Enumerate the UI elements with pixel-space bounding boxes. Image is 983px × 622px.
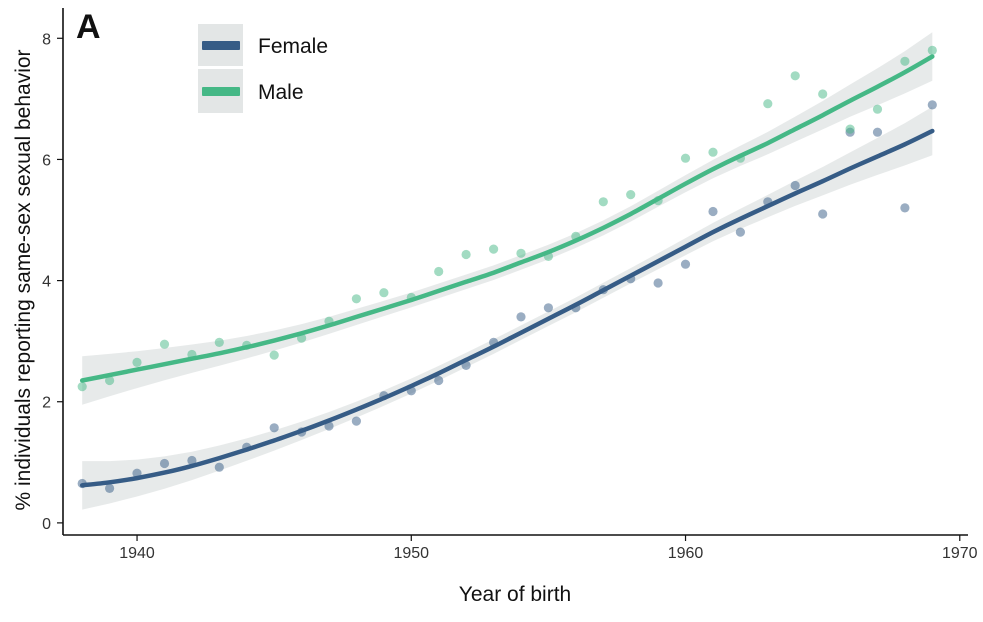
data-point-female <box>214 462 224 472</box>
data-points <box>77 45 937 493</box>
legend: Female Male <box>198 24 328 113</box>
legend-swatch-female <box>202 41 240 50</box>
legend-label-male: Male <box>258 81 304 104</box>
data-point-female <box>927 100 937 110</box>
data-point-female <box>680 259 691 269</box>
data-point-male <box>159 339 170 349</box>
data-point-female <box>105 483 115 493</box>
x-tick-label: 1940 <box>119 545 155 562</box>
fit-line-female <box>79 128 935 488</box>
data-point-male <box>434 266 444 277</box>
x-axis-title: Year of birth <box>459 583 571 606</box>
data-point-male <box>818 89 828 99</box>
data-point-male <box>379 288 389 298</box>
x-tick-label: 1960 <box>668 545 704 562</box>
data-point-female <box>516 312 526 322</box>
data-point-male <box>763 99 773 109</box>
data-point-female <box>187 455 197 466</box>
data-point-male <box>708 147 718 157</box>
data-point-male <box>598 197 608 207</box>
x-tick-label: 1970 <box>942 545 978 562</box>
data-point-female <box>269 423 279 433</box>
x-axis-ticks: 1940 1950 1960 1970 <box>119 535 978 562</box>
data-point-female <box>818 209 828 219</box>
y-tick-label: 2 <box>42 395 51 412</box>
data-point-male <box>900 56 910 66</box>
data-point-male <box>790 71 800 81</box>
y-tick-label: 0 <box>42 516 51 533</box>
data-point-male <box>927 45 937 56</box>
data-point-female <box>543 303 554 313</box>
legend-label-female: Female <box>258 35 328 58</box>
data-point-male <box>680 153 691 163</box>
data-point-male <box>214 337 224 347</box>
data-point-male <box>269 350 279 360</box>
y-tick-label: 8 <box>42 31 51 48</box>
data-point-male <box>626 190 636 200</box>
data-point-male <box>461 249 471 260</box>
data-point-female <box>735 227 746 237</box>
data-point-male <box>351 294 361 304</box>
data-point-female <box>159 458 170 469</box>
panel-label: A <box>76 8 101 46</box>
data-point-male <box>77 382 87 392</box>
data-point-male <box>132 357 142 367</box>
confidence-ribbon-female <box>82 106 933 510</box>
data-point-male <box>489 244 499 254</box>
y-axis-ticks: 0 2 4 6 8 <box>42 31 63 533</box>
fit-lines <box>79 54 935 488</box>
x-tick-label: 1950 <box>393 545 429 562</box>
data-point-male <box>105 375 115 386</box>
data-point-female <box>434 375 444 386</box>
data-point-male <box>516 248 526 258</box>
y-tick-label: 4 <box>42 274 51 291</box>
data-point-female <box>872 127 883 137</box>
data-point-female <box>351 416 361 426</box>
confidence-ribbons <box>82 32 933 510</box>
y-tick-label: 6 <box>42 152 51 169</box>
data-point-female <box>708 206 718 217</box>
confidence-ribbon-male <box>82 32 933 405</box>
data-point-male <box>872 104 883 114</box>
fit-line-male <box>79 54 935 383</box>
data-point-male <box>845 124 855 134</box>
data-point-female <box>790 180 800 191</box>
legend-swatch-male <box>202 87 240 96</box>
data-point-female <box>653 278 663 288</box>
data-point-female <box>900 203 910 213</box>
y-axis-title: % individuals reporting same-sex sexual … <box>12 49 35 510</box>
